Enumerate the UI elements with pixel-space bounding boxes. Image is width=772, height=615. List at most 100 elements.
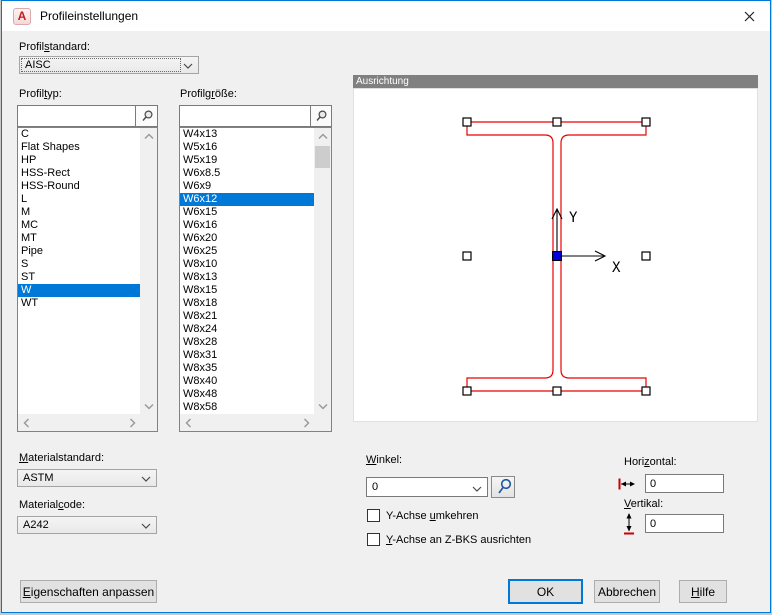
chevron-down-icon (472, 486, 482, 492)
list-item[interactable]: W8x28 (183, 336, 218, 348)
list-item[interactable]: W6x16 (183, 219, 218, 231)
list-item[interactable]: W8x40 (183, 375, 218, 387)
profiltyp-search-button[interactable] (135, 105, 158, 127)
focus-rect (21, 58, 181, 72)
list-item[interactable]: W6x12 (180, 193, 314, 206)
ok-button[interactable]: OK (508, 579, 583, 604)
list-item[interactable]: W6x9 (183, 180, 212, 192)
chevron-down-icon (141, 476, 151, 482)
profilstandard-combobox[interactable]: AISC (19, 56, 199, 74)
pick-angle-button[interactable] (491, 476, 515, 498)
list-item[interactable]: W6x8.5 (183, 167, 221, 179)
winkel-combobox[interactable]: 0 (366, 477, 488, 497)
materialstandard-combobox[interactable]: ASTM (17, 469, 157, 487)
y-achse-zbks-checkbox[interactable] (367, 533, 380, 546)
list-item[interactable]: MT (21, 232, 37, 244)
materialstandard-value: ASTM (23, 472, 54, 484)
profiltyp-label: Profiltyp: (19, 88, 62, 100)
axes (551, 207, 607, 262)
horizontal-label: Horizontal: (624, 456, 677, 468)
chevron-down-icon (141, 523, 151, 529)
abbrechen-button[interactable]: Abbrechen (594, 580, 660, 603)
scroll-up-icon[interactable] (314, 128, 331, 145)
winkel-value: 0 (372, 481, 379, 493)
list-item[interactable]: W8x24 (183, 323, 218, 335)
scrollbar-corner (140, 414, 157, 431)
eigenschaften-anpassen-button[interactable]: Eigenschaften anpassen (20, 580, 157, 603)
materialstandard-label: Materialstandard: (19, 452, 104, 464)
materialcode-combobox[interactable]: A242 (17, 516, 157, 534)
profiltyp-search-input[interactable] (17, 105, 136, 127)
profilstandard-label: Profilstandard: (19, 41, 90, 53)
list-item[interactable]: W6x20 (183, 232, 218, 244)
list-item[interactable]: HSS-Rect (21, 167, 70, 179)
scroll-up-icon[interactable] (140, 128, 157, 145)
ausrichtung-header: Ausrichtung (353, 75, 758, 88)
profilgroesse-list: W4x13 W5x16 W5x19 W6x8.5 W6x9 W6x12 W6x15 W6x16… (180, 128, 314, 414)
list-item[interactable]: W8x15 (183, 284, 218, 296)
scrollbar-thumb[interactable] (315, 146, 330, 168)
profilgroesse-hscrollbar[interactable] (180, 414, 314, 431)
list-item[interactable]: W8x21 (183, 310, 218, 322)
list-item[interactable]: S (21, 258, 29, 270)
profiltyp-vscrollbar[interactable] (140, 128, 157, 414)
close-icon (744, 11, 754, 22)
list-item[interactable]: Pipe (21, 245, 44, 257)
list-item[interactable]: W5x16 (183, 141, 218, 153)
winkel-label: Winkel: (366, 454, 403, 466)
search-icon (141, 110, 153, 121)
app-icon: A (13, 8, 31, 25)
axis-x-label: X (612, 260, 621, 276)
list-item[interactable]: W6x15 (183, 206, 218, 218)
y-achse-umkehren-label: Y-Achse umkehren (386, 510, 479, 522)
list-item[interactable]: W8x10 (183, 258, 218, 270)
list-item[interactable]: W5x19 (183, 154, 218, 166)
list-item[interactable]: W6x25 (183, 245, 218, 257)
list-item[interactable]: ST (21, 271, 36, 283)
vertikal-label: Vertikal: (624, 498, 664, 510)
list-item[interactable]: L (21, 193, 28, 205)
list-item[interactable]: W8x58 (183, 401, 218, 413)
profilstandard-value: AISC (25, 59, 51, 71)
vertical-input[interactable] (645, 514, 724, 533)
list-item[interactable]: W4x13 (183, 128, 218, 140)
scroll-right-icon[interactable] (123, 414, 140, 431)
scroll-left-icon[interactable] (18, 414, 35, 431)
materialcode-value: A242 (23, 519, 49, 531)
list-item[interactable]: W (18, 284, 140, 297)
profilgroesse-vscrollbar[interactable] (314, 128, 331, 414)
list-item[interactable]: M (21, 206, 31, 218)
vertical-offset-icon (624, 513, 634, 535)
profilgroesse-search-button[interactable] (310, 105, 332, 127)
search-icon (316, 110, 327, 121)
pick-point-icon (497, 478, 511, 494)
profilgroesse-label: Profilgröße: (180, 88, 237, 100)
horizontal-offset-icon (618, 478, 635, 490)
y-achse-umkehren-checkbox[interactable] (367, 509, 380, 522)
scroll-right-icon[interactable] (297, 414, 314, 431)
list-item[interactable]: HP (21, 154, 37, 166)
profile-preview: Y X (462, 117, 651, 396)
list-item[interactable]: WT (21, 297, 39, 309)
list-item[interactable]: W8x48 (183, 388, 218, 400)
list-item[interactable]: MC (21, 219, 39, 231)
profilgroesse-search-input[interactable] (179, 105, 311, 127)
list-item[interactable]: Flat Shapes (21, 141, 80, 153)
title-bar: A Profileinstellungen (2, 1, 770, 31)
scroll-left-icon[interactable] (180, 414, 197, 431)
scroll-down-icon[interactable] (314, 397, 331, 414)
profilgroesse-listbox: W4x13 W5x16 W5x19 W6x8.5 W6x9 W6x12 W6x15 W6x16… (179, 127, 332, 432)
list-item[interactable]: W8x18 (183, 297, 218, 309)
list-item[interactable]: HSS-Round (21, 180, 80, 192)
list-item[interactable]: W8x35 (183, 362, 218, 374)
profiltyp-hscrollbar[interactable] (18, 414, 140, 431)
close-button[interactable] (732, 5, 766, 28)
scroll-down-icon[interactable] (140, 397, 157, 414)
list-item[interactable]: W8x13 (183, 271, 218, 283)
horizontal-input[interactable] (645, 474, 724, 493)
hilfe-button[interactable]: Hilfe (679, 580, 727, 603)
list-item[interactable]: W8x31 (183, 349, 218, 361)
chevron-down-icon (183, 63, 193, 69)
list-item[interactable]: C (21, 128, 29, 140)
